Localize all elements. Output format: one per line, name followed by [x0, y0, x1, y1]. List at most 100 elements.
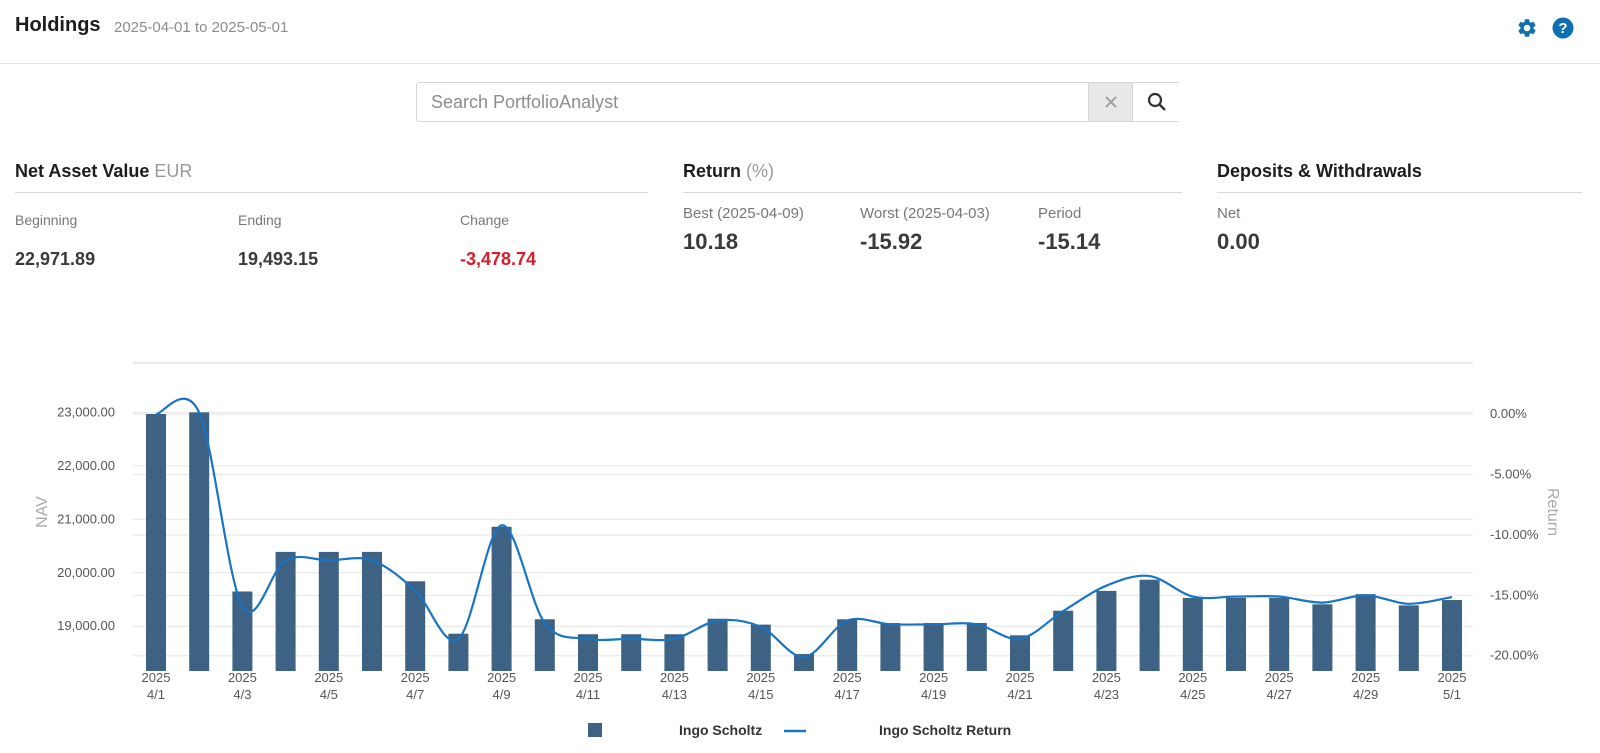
search-icon: [1147, 92, 1166, 111]
nav-bar: [534, 619, 555, 671]
x-tick-date: 4/29: [1353, 687, 1378, 702]
nav-beginning-label: Beginning: [15, 212, 78, 228]
nav-currency: EUR: [154, 161, 193, 181]
nav-bar: [578, 634, 598, 671]
nav-bar: [232, 591, 253, 671]
help-icon[interactable]: ?: [1552, 17, 1574, 39]
nav-tick-label: 19,000.00: [57, 618, 115, 633]
deposits-section-title: Deposits & Withdrawals: [1217, 161, 1582, 193]
return-best-label: Best (2025-04-09): [683, 205, 804, 222]
nav-bar: [448, 633, 469, 671]
x-tick-date: 4/23: [1094, 687, 1119, 702]
close-icon: [1105, 96, 1117, 108]
return-axis-title: Return: [1544, 488, 1561, 536]
x-tick-date: 4/15: [748, 687, 773, 702]
x-tick-year: 2025: [142, 670, 171, 685]
x-tick-date: 4/3: [233, 687, 251, 702]
nav-return-chart: 19,000.00 20,000.00 21,000.00 22,000.00 23,0…: [34, 362, 1561, 702]
nav-bar: [1139, 579, 1160, 671]
clear-search-button[interactable]: [1088, 83, 1133, 121]
x-tick-date: 4/9: [493, 687, 511, 702]
x-tick-year: 2025: [228, 670, 257, 685]
nav-bar: [189, 412, 210, 671]
nav-change-label: Change: [460, 212, 510, 228]
return-best-value: 10.18: [683, 229, 739, 254]
nav-bar: [1312, 604, 1333, 671]
nav-bar: [664, 634, 685, 671]
nav-title: Net Asset Value: [15, 161, 150, 181]
nav-tick-label: 22,000.00: [57, 458, 115, 473]
nav-bar: [1096, 590, 1117, 671]
x-tick-year: 2025: [1006, 670, 1035, 685]
return-worst-label: Worst (2025-04-03): [860, 205, 990, 222]
x-tick-date: 4/27: [1267, 687, 1292, 702]
x-tick-date: 4/5: [320, 687, 338, 702]
deposits-net-value: 0.00: [1217, 229, 1260, 254]
nav-bar: [1010, 635, 1030, 671]
nav-bar: [491, 526, 512, 671]
date-range[interactable]: 2025-04-01 to 2025-05-01: [114, 19, 289, 36]
return-tick-label: -5.00%: [1490, 467, 1532, 482]
x-tick-year: 2025: [574, 670, 603, 685]
nav-change-value: -3,478.74: [460, 249, 537, 269]
nav-bar: [837, 619, 858, 671]
x-tick-date: 4/19: [921, 687, 946, 702]
nav-bar: [923, 623, 944, 671]
deposits-title: Deposits & Withdrawals: [1217, 161, 1422, 181]
nav-bar: [1226, 597, 1246, 671]
nav-bar: [707, 618, 728, 671]
legend-return-label[interactable]: Ingo Scholtz Return: [879, 722, 1012, 738]
nav-bar: [362, 551, 382, 671]
nav-bar: [621, 634, 642, 671]
nav-section-title: Net Asset Value EUR: [15, 161, 648, 193]
return-title: Return: [683, 161, 741, 181]
x-tick-date: 4/1: [147, 687, 165, 702]
return-tick-label: 0.00%: [1490, 406, 1527, 421]
page-header: Holdings 2025-04-01 to 2025-05-01 ?: [0, 0, 1600, 64]
nav-bar: [275, 551, 296, 671]
page-title: Holdings: [15, 14, 101, 36]
return-section-title: Return (%): [683, 161, 1182, 193]
x-tick-year: 2025: [746, 670, 775, 685]
search-input[interactable]: [417, 83, 1087, 121]
nav-bar: [750, 624, 771, 671]
x-tick-date: 4/13: [662, 687, 687, 702]
return-unit: (%): [746, 161, 775, 181]
return-period-label: Period: [1038, 205, 1082, 222]
x-tick-year: 2025: [487, 670, 516, 685]
nav-bar: [405, 581, 426, 671]
nav-bar: [318, 551, 339, 671]
search-button[interactable]: [1132, 83, 1180, 121]
nav-bar: [966, 623, 987, 671]
nav-bar: [1182, 597, 1203, 671]
return-tick-label: -15.00%: [1490, 587, 1539, 602]
legend-return-swatch[interactable]: [784, 723, 808, 740]
nav-axis-title: NAV: [34, 496, 51, 528]
x-tick-date: 4/25: [1180, 687, 1205, 702]
gear-icon[interactable]: [1516, 17, 1538, 39]
nav-ending-value: 19,493.15: [238, 249, 319, 269]
x-tick-year: 2025: [1265, 670, 1294, 685]
return-tick-label: -20.00%: [1490, 648, 1539, 663]
legend-nav-label[interactable]: Ingo Scholtz: [679, 722, 763, 738]
return-line: [155, 397, 1453, 659]
nav-ending-label: Ending: [238, 212, 282, 228]
svg-text:?: ?: [1558, 20, 1567, 37]
return-worst-value: -15.92: [860, 229, 923, 254]
x-tick-year: 2025: [1438, 670, 1467, 685]
x-tick-date: 4/11: [576, 687, 600, 702]
nav-bar: [1442, 600, 1462, 671]
legend-nav-swatch[interactable]: [588, 723, 602, 740]
x-tick-year: 2025: [660, 670, 689, 685]
nav-bar: [1053, 610, 1074, 671]
x-tick-year: 2025: [833, 670, 862, 685]
x-tick-date: 5/1: [1443, 687, 1461, 702]
x-tick-year: 2025: [314, 670, 343, 685]
deposits-net-label: Net: [1217, 205, 1241, 222]
x-tick-year: 2025: [401, 670, 430, 685]
nav-bar: [1355, 594, 1376, 671]
nav-tick-label: 23,000.00: [57, 404, 115, 419]
return-tick-label: -10.00%: [1490, 527, 1539, 542]
nav-bar: [880, 623, 901, 671]
x-tick-year: 2025: [1351, 670, 1380, 685]
